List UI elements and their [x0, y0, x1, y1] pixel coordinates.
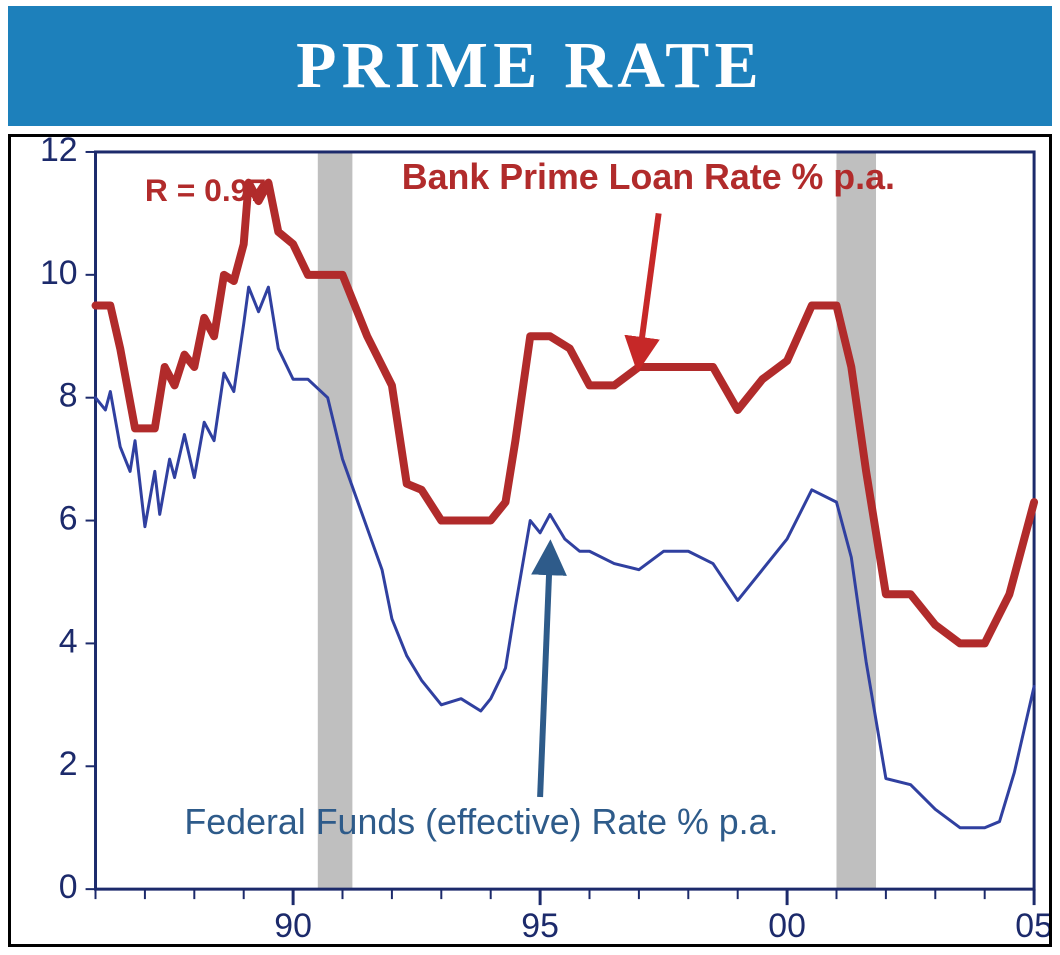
fed-funds-label: Federal Funds (effective) Rate % p.a. — [184, 802, 778, 842]
x-tick-label: 00 — [768, 907, 806, 944]
x-tick-label: 95 — [521, 907, 559, 944]
page-title-text: PRIME RATE — [296, 28, 764, 104]
y-tick-label: 10 — [40, 254, 78, 292]
prime-rate-label: Bank Prime Loan Rate % p.a. — [402, 157, 895, 197]
y-tick-label: 4 — [59, 622, 78, 660]
y-tick-label: 12 — [40, 137, 78, 169]
page-title: PRIME RATE — [8, 6, 1052, 126]
y-tick-label: 6 — [59, 499, 78, 537]
x-tick-label: 05 — [1015, 907, 1049, 944]
y-tick-label: 2 — [59, 745, 78, 783]
page: PRIME RATE 0 2 4 6 8 10 12 90 95 00 05 R = 0.97 Bank… — [0, 0, 1060, 955]
rate-chart: 0 2 4 6 8 10 12 90 95 00 05 R = 0.97 Bank Prime Loan… — [11, 137, 1049, 944]
correlation-label: R = 0.97 — [145, 172, 266, 208]
y-tick-label: 0 — [59, 868, 78, 906]
chart-container: 0 2 4 6 8 10 12 90 95 00 05 R = 0.97 Bank Prime Loan… — [8, 134, 1052, 947]
y-tick-label: 8 — [59, 377, 78, 415]
recession-band — [318, 152, 353, 889]
x-tick-label: 90 — [274, 907, 312, 944]
